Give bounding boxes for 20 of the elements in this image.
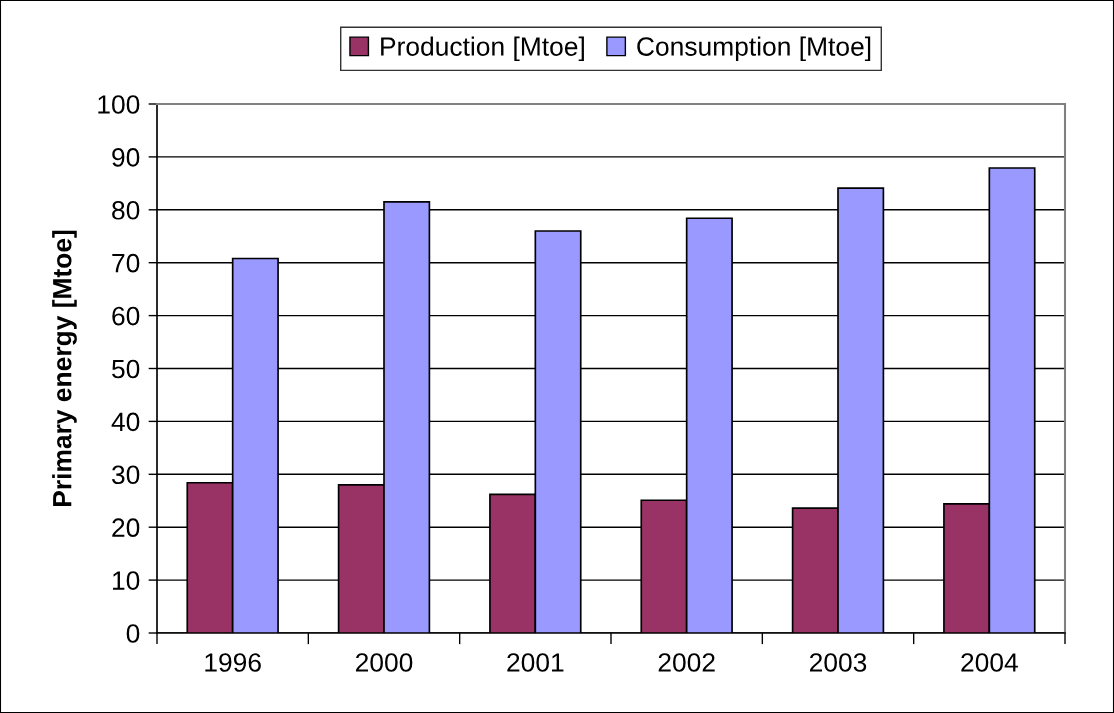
y-tick-label: 0 (126, 624, 140, 643)
x-tick-label: 2003 (809, 653, 867, 672)
x-tick-label: 2004 (961, 653, 1018, 672)
y-tick-label: 60 (112, 306, 140, 326)
y-tick-label: 20 (112, 518, 140, 538)
y-tick-label: 100 (98, 95, 140, 114)
y-tick-label: 50 (112, 359, 140, 379)
y-tick-label: 30 (111, 465, 140, 485)
y-tick-label: 10 (113, 571, 140, 590)
y-tick-label: 40 (111, 412, 140, 432)
x-tick-label: 2001 (507, 653, 564, 672)
legend-label: Consumption [Mtoe] (637, 36, 871, 62)
y-axis-title: Primary energy [Mtoe] (52, 230, 77, 507)
x-tick-label: 2002 (658, 653, 715, 672)
x-tick-label: 1996 (205, 653, 261, 672)
y-tick-label: 70 (112, 253, 140, 273)
y-tick-label: 90 (112, 148, 140, 167)
legend-label: Production [Mtoe] (381, 36, 584, 62)
y-tick-label: 80 (112, 200, 140, 220)
x-tick-label: 2000 (355, 653, 413, 672)
